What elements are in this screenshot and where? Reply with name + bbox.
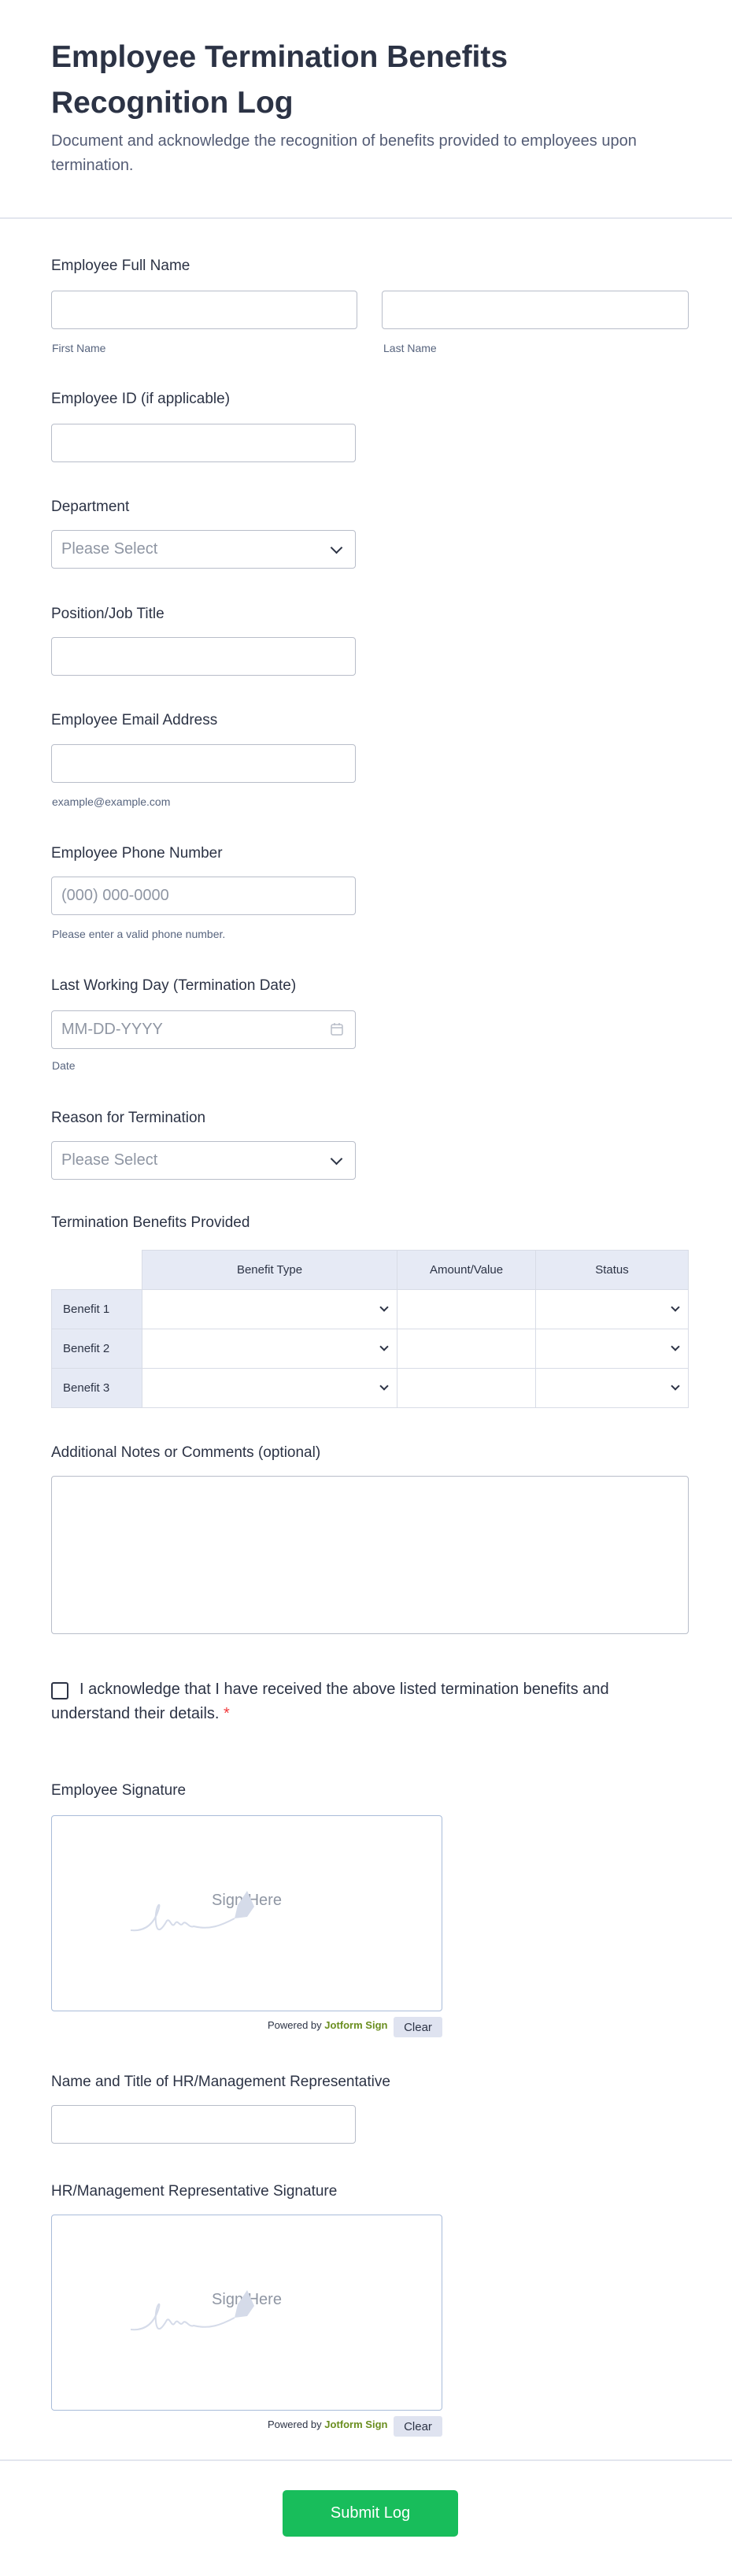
- powered-by: Powered by Jotform Sign: [268, 2418, 387, 2430]
- date-sublabel: Date: [52, 1059, 76, 1072]
- signature-pen-icon: [131, 2290, 254, 2331]
- chevron-down-icon: [671, 1303, 680, 1312]
- clear-signature-button[interactable]: Clear: [394, 2017, 442, 2037]
- header-divider: [0, 217, 732, 219]
- hr-name-label: Name and Title of HR/Management Represen…: [51, 2074, 390, 2090]
- email-sublabel: example@example.com: [52, 795, 171, 808]
- row-label: Benefit 1: [51, 1289, 142, 1329]
- employee-id-label: Employee ID (if applicable): [51, 391, 231, 407]
- calendar-icon[interactable]: [330, 1022, 344, 1036]
- brand-link[interactable]: Jotform Sign: [324, 2418, 388, 2430]
- chevron-down-icon: [379, 1303, 389, 1312]
- last-day-label: Last Working Day (Termination Date): [51, 977, 297, 994]
- acknowledge-checkbox[interactable]: [51, 1682, 68, 1699]
- form-title: Employee Termination Benefits Recognitio…: [51, 40, 508, 120]
- matrix-header-row: Benefit Type Amount/Value Status: [51, 1250, 689, 1290]
- amount-input[interactable]: [397, 1368, 536, 1408]
- chevron-down-icon: [330, 1152, 343, 1165]
- reason-select[interactable]: Please Select: [51, 1141, 356, 1180]
- required-asterisk: *: [224, 1705, 230, 1722]
- chevron-down-icon: [379, 1381, 389, 1391]
- benefits-matrix: Benefit Type Amount/Value Status Benefit…: [51, 1250, 689, 1408]
- form-description: Document and acknowledge the recognition…: [51, 132, 637, 174]
- acknowledge-label: I acknowledge that I have received the a…: [51, 1681, 609, 1722]
- employee-id-input[interactable]: [51, 424, 356, 462]
- last-name-sublabel: Last Name: [383, 342, 437, 354]
- row-label: Benefit 2: [51, 1329, 142, 1369]
- notes-label: Additional Notes or Comments (optional): [51, 1444, 321, 1461]
- benefit-type-select[interactable]: [142, 1329, 397, 1369]
- first-name-sublabel: First Name: [52, 342, 106, 354]
- footer-divider: [0, 2459, 732, 2461]
- chevron-down-icon: [671, 1342, 680, 1351]
- matrix-corner: [51, 1250, 142, 1290]
- position-input[interactable]: [51, 637, 356, 676]
- acknowledge-text: I acknowledge that I have received the a…: [51, 1677, 649, 1726]
- column-header: Status: [535, 1250, 689, 1290]
- row-label: Benefit 3: [51, 1368, 142, 1408]
- first-name-input[interactable]: [51, 291, 357, 329]
- status-select[interactable]: [535, 1368, 689, 1408]
- submit-button[interactable]: Submit Log: [283, 2490, 458, 2537]
- position-label: Position/Job Title: [51, 606, 165, 622]
- email-label: Employee Email Address: [51, 712, 218, 728]
- reason-label: Reason for Termination: [51, 1110, 206, 1126]
- full-name-label: Employee Full Name: [51, 258, 190, 274]
- notes-textarea[interactable]: [51, 1476, 689, 1634]
- brand-link[interactable]: Jotform Sign: [324, 2019, 388, 2031]
- chevron-down-icon: [671, 1381, 680, 1391]
- reason-placeholder: Please Select: [61, 1151, 158, 1169]
- employee-signature-label: Employee Signature: [51, 1782, 187, 1799]
- amount-input[interactable]: [397, 1329, 536, 1369]
- powered-by-text: Powered by: [268, 2019, 322, 2031]
- phone-label: Employee Phone Number: [51, 845, 223, 862]
- hr-signature-label: HR/Management Representative Signature: [51, 2183, 338, 2200]
- column-header: Benefit Type: [142, 1250, 397, 1290]
- chevron-down-icon: [379, 1342, 389, 1351]
- last-day-input[interactable]: [51, 1010, 356, 1049]
- status-select[interactable]: [535, 1329, 689, 1369]
- column-header: Amount/Value: [397, 1250, 536, 1290]
- last-name-input[interactable]: [382, 291, 689, 329]
- status-select[interactable]: [535, 1289, 689, 1329]
- powered-by: Powered by Jotform Sign: [268, 2019, 387, 2031]
- powered-by-text: Powered by: [268, 2418, 322, 2430]
- hr-signature-pad[interactable]: Sign Here: [51, 2215, 442, 2411]
- hr-name-input[interactable]: [51, 2105, 356, 2144]
- chevron-down-icon: [330, 541, 343, 554]
- clear-signature-button[interactable]: Clear: [394, 2416, 442, 2437]
- department-placeholder: Please Select: [61, 540, 158, 558]
- table-row: Benefit 3: [51, 1368, 689, 1408]
- email-input[interactable]: [51, 744, 356, 783]
- table-row: Benefit 1: [51, 1289, 689, 1329]
- phone-input[interactable]: [51, 877, 356, 915]
- table-row: Benefit 2: [51, 1329, 689, 1369]
- employee-signature-pad[interactable]: Sign Here: [51, 1815, 442, 2011]
- benefit-type-select[interactable]: [142, 1368, 397, 1408]
- amount-input[interactable]: [397, 1289, 536, 1329]
- benefit-type-select[interactable]: [142, 1289, 397, 1329]
- department-select[interactable]: Please Select: [51, 530, 356, 569]
- benefits-label: Termination Benefits Provided: [51, 1214, 250, 1231]
- phone-sublabel: Please enter a valid phone number.: [52, 928, 226, 940]
- signature-pen-icon: [131, 1891, 254, 1932]
- department-label: Department: [51, 499, 130, 515]
